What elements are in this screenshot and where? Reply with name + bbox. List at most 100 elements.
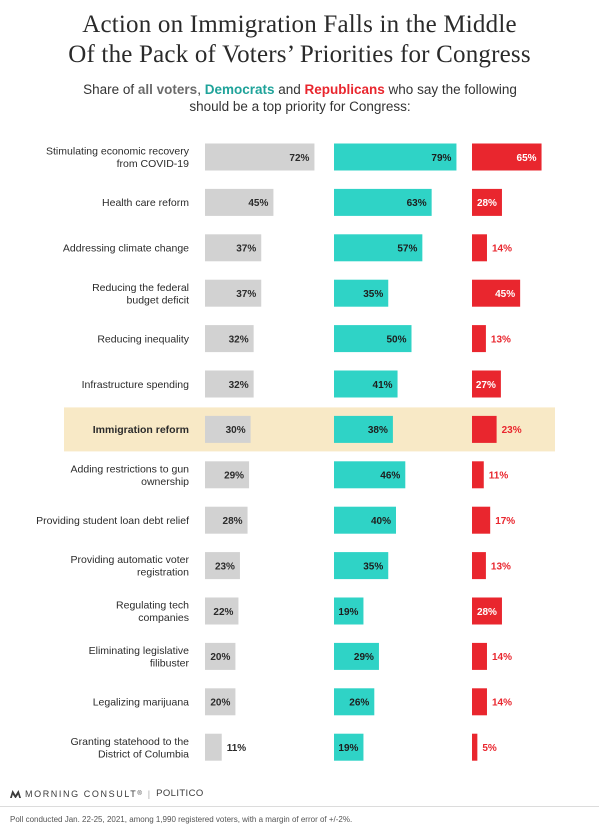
category-label: Providing student loan debt relief <box>36 515 189 527</box>
bar-democrats <box>334 688 375 716</box>
data-label-democrats: 50% <box>386 334 406 345</box>
bar-republicans <box>472 370 501 398</box>
subtitle-text: and <box>274 82 305 97</box>
bar-republicans <box>472 688 487 716</box>
footer-separator: | <box>147 788 151 799</box>
footer-methodology-note: Poll conducted Jan. 22-25, 2021, among 1… <box>10 815 353 824</box>
bar-democrats <box>334 733 364 761</box>
bar-democrats <box>334 325 412 353</box>
category-label-line: companies <box>138 612 189 624</box>
data-label-all-voters: 37% <box>236 244 256 255</box>
category-label: Legalizing marijuana <box>93 697 189 709</box>
data-label-democrats: 29% <box>354 652 374 663</box>
category-label: Reducing inequality <box>97 333 189 345</box>
data-label-democrats: 26% <box>349 698 369 709</box>
category-label: Granting statehood to the District of Col… <box>71 736 190 761</box>
data-label-republicans: 14% <box>492 698 512 709</box>
data-label-republicans: 17% <box>495 516 515 527</box>
data-label-republicans: 27% <box>476 380 496 391</box>
chart-title-line-1: Action on Immigration Falls in the Middl… <box>82 11 517 38</box>
bar-republicans <box>472 461 484 489</box>
category-label-line: Addressing climate change <box>63 243 189 255</box>
bar-all-voters <box>205 733 222 761</box>
bar-republicans <box>472 506 491 534</box>
bar-republicans <box>472 415 497 443</box>
bar-all-voters <box>205 688 236 716</box>
category-label-line: ownership <box>141 476 189 488</box>
category-label-line: Providing automatic voter <box>71 554 190 566</box>
bar-all-voters <box>205 597 239 625</box>
data-label-republicans: 11% <box>489 471 509 482</box>
data-label-all-voters: 72% <box>289 153 309 164</box>
category-label: Reducing the federal budget deficit <box>92 282 189 307</box>
footer-divider <box>0 806 599 807</box>
bar-republicans <box>472 143 542 171</box>
bar-democrats <box>334 143 457 171</box>
subtitle-text: who say the following <box>384 82 517 97</box>
data-label-democrats: 35% <box>363 561 383 572</box>
data-label-democrats: 35% <box>363 289 383 300</box>
chart-title: Action on Immigration Falls in the Middl… <box>0 10 599 70</box>
category-label-line: Legalizing marijuana <box>93 697 189 709</box>
data-label-all-voters: 23% <box>215 561 235 572</box>
data-label-democrats: 41% <box>373 380 393 391</box>
data-label-all-voters: 29% <box>224 471 244 482</box>
trademark-mark: ® <box>137 790 142 797</box>
category-label: Addressing climate change <box>63 243 189 255</box>
bar-republicans <box>472 279 521 307</box>
category-label: Infrastructure spending <box>82 379 190 391</box>
category-label-line: budget deficit <box>127 294 190 306</box>
bar-all-voters <box>205 234 262 262</box>
morning-consult-brand: MORNING CONSULT <box>25 788 138 799</box>
data-label-republicans: 28% <box>477 198 497 209</box>
category-label-line: Adding restrictions to gun <box>71 463 190 475</box>
morning-consult-logo-icon <box>10 790 21 798</box>
category-label-line: Regulating tech <box>116 600 189 612</box>
bar-all-voters <box>205 506 248 534</box>
data-label-all-voters: 37% <box>236 289 256 300</box>
subtitle-republicans: Republicans <box>304 82 385 97</box>
data-label-republicans: 14% <box>492 244 512 255</box>
bar-all-voters <box>205 325 254 353</box>
data-label-republicans: 14% <box>492 652 512 663</box>
bar-all-voters <box>205 552 240 580</box>
bar-democrats <box>334 188 432 216</box>
bar-republicans <box>472 188 502 216</box>
category-label: Adding restrictions to gun ownership <box>71 463 190 488</box>
bar-democrats <box>334 234 423 262</box>
category-label: Stimulating economic recovery from COVID-… <box>46 146 190 171</box>
bar-democrats <box>334 415 393 443</box>
data-label-democrats: 38% <box>368 425 388 436</box>
subtitle-democrats: Democrats <box>204 82 275 97</box>
data-label-all-voters: 32% <box>229 334 249 345</box>
subtitle-text: , <box>197 82 205 97</box>
category-label-line: Reducing inequality <box>97 333 189 345</box>
data-label-all-voters: 28% <box>223 516 243 527</box>
data-label-all-voters: 32% <box>229 380 249 391</box>
footer-brand: MORNING CONSULT ® | POLITICO <box>10 788 204 799</box>
bar-republicans <box>472 733 478 761</box>
data-label-democrats: 46% <box>380 471 400 482</box>
data-label-all-voters: 30% <box>226 425 246 436</box>
category-label-line: Providing student loan debt relief <box>36 515 189 527</box>
chart-title-line-2: Of the Pack of Voters’ Priorities for Co… <box>68 41 531 68</box>
bar-republicans <box>472 325 486 353</box>
category-label-line: Reducing the federal <box>92 282 189 294</box>
bar-all-voters <box>205 188 274 216</box>
bar-democrats <box>334 552 389 580</box>
category-label: Health care reform <box>102 197 189 209</box>
category-label-line: Immigration reform <box>93 424 189 436</box>
subtitle-text: Share of <box>83 82 138 97</box>
category-label-line: Granting statehood to the <box>71 736 190 748</box>
bar-democrats <box>334 506 396 534</box>
bar-all-voters <box>205 461 250 489</box>
data-label-republicans: 28% <box>477 607 497 618</box>
bar-democrats <box>334 597 364 625</box>
bar-all-voters <box>205 279 262 307</box>
category-label: Eliminating legislative filibuster <box>89 645 190 670</box>
data-label-democrats: 79% <box>431 153 451 164</box>
category-label-line: Health care reform <box>102 197 189 209</box>
bar-all-voters <box>205 415 251 443</box>
data-label-republicans: 23% <box>502 425 522 436</box>
chart-subtitle: Share of all voters, Democrats and Repub… <box>60 81 540 115</box>
